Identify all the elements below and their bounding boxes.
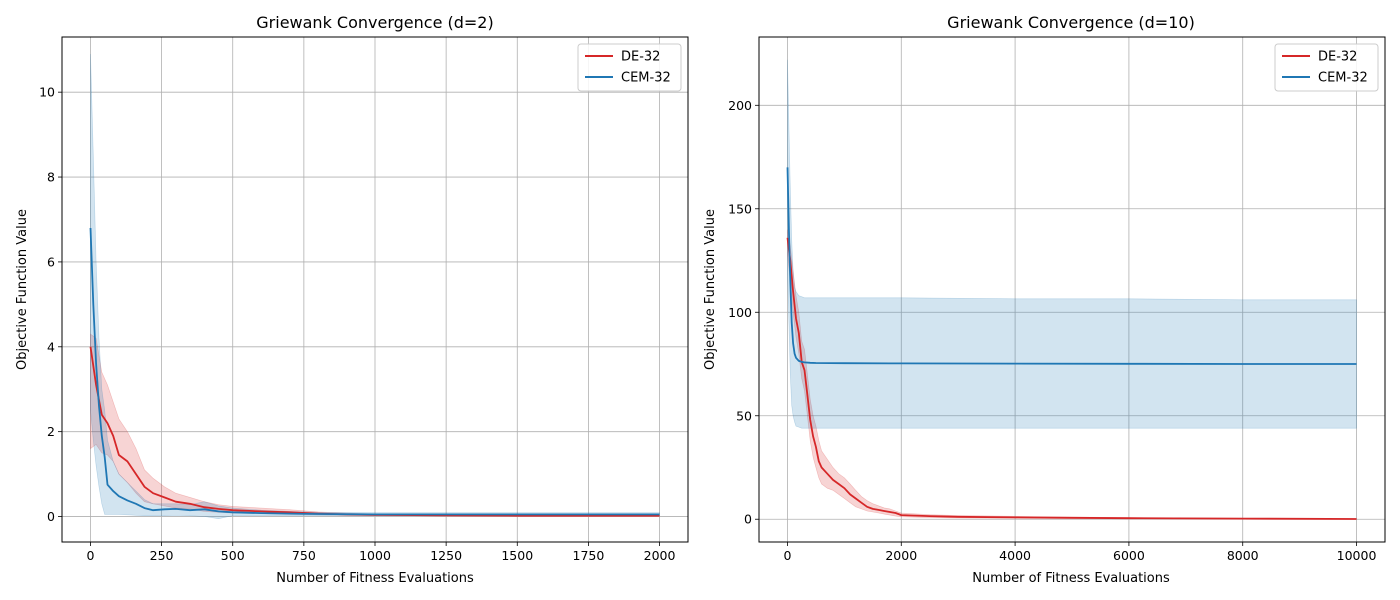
y-tick-label: 6 [47, 254, 55, 269]
band-de-32 [787, 229, 1357, 520]
legend-label-de-32: DE-32 [621, 50, 660, 65]
series-lines [89, 227, 660, 517]
confidence-bands [787, 59, 1357, 520]
chart-title: Griewank Convergence (d=2) [256, 13, 493, 32]
x-tick-label: 8000 [1227, 548, 1259, 563]
x-tick-label: 0 [783, 548, 791, 563]
x-tick-label: 1500 [501, 548, 533, 563]
x-tick-label: 4000 [999, 548, 1031, 563]
x-axis-ticks: 0 2000 4000 6000 8000 10000 [783, 542, 1376, 563]
grid [759, 37, 1385, 542]
x-tick-label: 1250 [430, 548, 462, 563]
band-cem-32 [787, 59, 1357, 429]
legend-label-cem-32: CEM-32 [1318, 71, 1368, 86]
y-tick-label: 0 [47, 509, 55, 524]
x-tick-label: 2000 [885, 548, 917, 563]
x-tick-label: 10000 [1337, 548, 1377, 563]
x-tick-label: 500 [221, 548, 245, 563]
x-axis-label: Number of Fitness Evaluations [972, 571, 1170, 586]
y-tick-label: 10 [39, 85, 55, 100]
chart-panel-d10: Griewank Convergence (d=10) 0 2000 4000 600… [703, 13, 1386, 586]
series-line-de-32 [786, 237, 1357, 520]
y-axis-label: Objective Function Value [15, 209, 30, 370]
x-tick-label: 6000 [1113, 548, 1145, 563]
y-tick-label: 2 [47, 424, 55, 439]
grid [62, 37, 688, 542]
legend: DE-32 CEM-32 [1274, 43, 1379, 92]
y-tick-label: 200 [728, 98, 752, 113]
series-lines [786, 167, 1357, 520]
x-tick-label: 1750 [573, 548, 605, 563]
x-axis-label: Number of Fitness Evaluations [276, 571, 474, 586]
legend: DE-32 CEM-32 [577, 43, 682, 92]
x-tick-label: 2000 [644, 548, 676, 563]
x-tick-label: 250 [150, 548, 174, 563]
series-line-cem-32 [786, 167, 1357, 365]
y-axis-ticks: 0 2 4 6 8 10 [39, 85, 62, 524]
chart-panel-d2: Griewank Convergence (d=2) 0 250 500 750 100… [15, 13, 689, 586]
legend-label-cem-32: CEM-32 [621, 71, 671, 86]
legend-label-de-32: DE-32 [1318, 50, 1357, 65]
x-tick-label: 750 [292, 548, 316, 563]
y-tick-label: 8 [47, 170, 55, 185]
y-axis-ticks: 0 50 100 150 200 [728, 98, 759, 527]
y-tick-label: 150 [728, 201, 752, 216]
y-tick-label: 4 [47, 339, 55, 354]
chart-title: Griewank Convergence (d=10) [947, 13, 1195, 32]
x-tick-label: 1000 [359, 548, 391, 563]
y-tick-label: 100 [728, 305, 752, 320]
y-tick-label: 50 [736, 408, 752, 423]
x-axis-ticks: 0 250 500 750 1000 1250 1500 1750 2000 [86, 542, 675, 563]
series-line-cem-32 [89, 227, 660, 516]
plot-area-frame [758, 36, 1386, 543]
y-axis-label: Objective Function Value [703, 209, 718, 370]
y-tick-label: 0 [744, 512, 752, 527]
x-tick-label: 0 [86, 548, 94, 563]
